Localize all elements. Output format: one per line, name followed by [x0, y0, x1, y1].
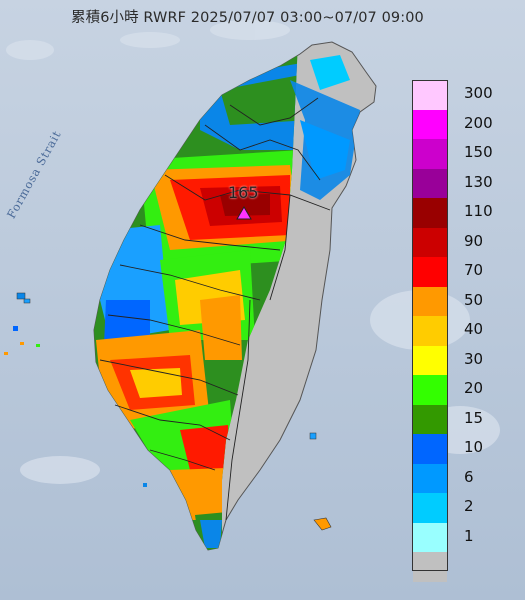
legend-label: 6: [464, 467, 474, 486]
legend-label: 150: [464, 143, 493, 161]
legend-swatch: [413, 168, 447, 198]
legend-swatch: [413, 493, 447, 523]
legend-label: 40: [464, 320, 484, 338]
legend-label: 130: [464, 172, 493, 191]
legend-swatch: [413, 286, 447, 316]
legend-swatch: [413, 345, 447, 375]
peak-value-label: 165: [228, 183, 259, 202]
legend-label: 30: [464, 349, 484, 368]
legend-label: 10: [464, 438, 484, 456]
legend-label: 2: [464, 497, 474, 515]
map-title: 累積6小時 RWRF 2025/07/07 03:00~07/07 09:00: [71, 10, 424, 26]
legend-swatch: [413, 109, 447, 139]
legend-label: 300: [464, 84, 493, 102]
legend-label: 110: [464, 202, 493, 220]
small-islands: [4, 292, 332, 531]
legend-swatch: [413, 434, 447, 464]
legend-swatch: [413, 257, 447, 287]
legend-label: 1: [464, 526, 474, 545]
legend-swatch: [413, 552, 447, 582]
legend-label: 15: [464, 408, 484, 427]
legend-swatch: [413, 375, 447, 405]
legend-swatch: [413, 227, 447, 257]
legend-label: 50: [464, 290, 484, 309]
county-boundaries: [99, 97, 331, 521]
legend-frame: [412, 80, 448, 571]
legend-label: 90: [464, 231, 484, 250]
peak-marker-icon: [236, 206, 252, 220]
legend-swatch: [413, 316, 447, 346]
legend-label: 70: [464, 261, 484, 279]
legend-swatch: [413, 198, 447, 228]
legend-label: 20: [464, 379, 484, 397]
legend-swatch: [413, 80, 447, 110]
legend-label: 200: [464, 113, 493, 132]
legend-swatch: [413, 522, 447, 552]
legend-swatch: [413, 404, 447, 434]
legend-swatch: [413, 463, 447, 493]
legend-swatch: [413, 139, 447, 169]
